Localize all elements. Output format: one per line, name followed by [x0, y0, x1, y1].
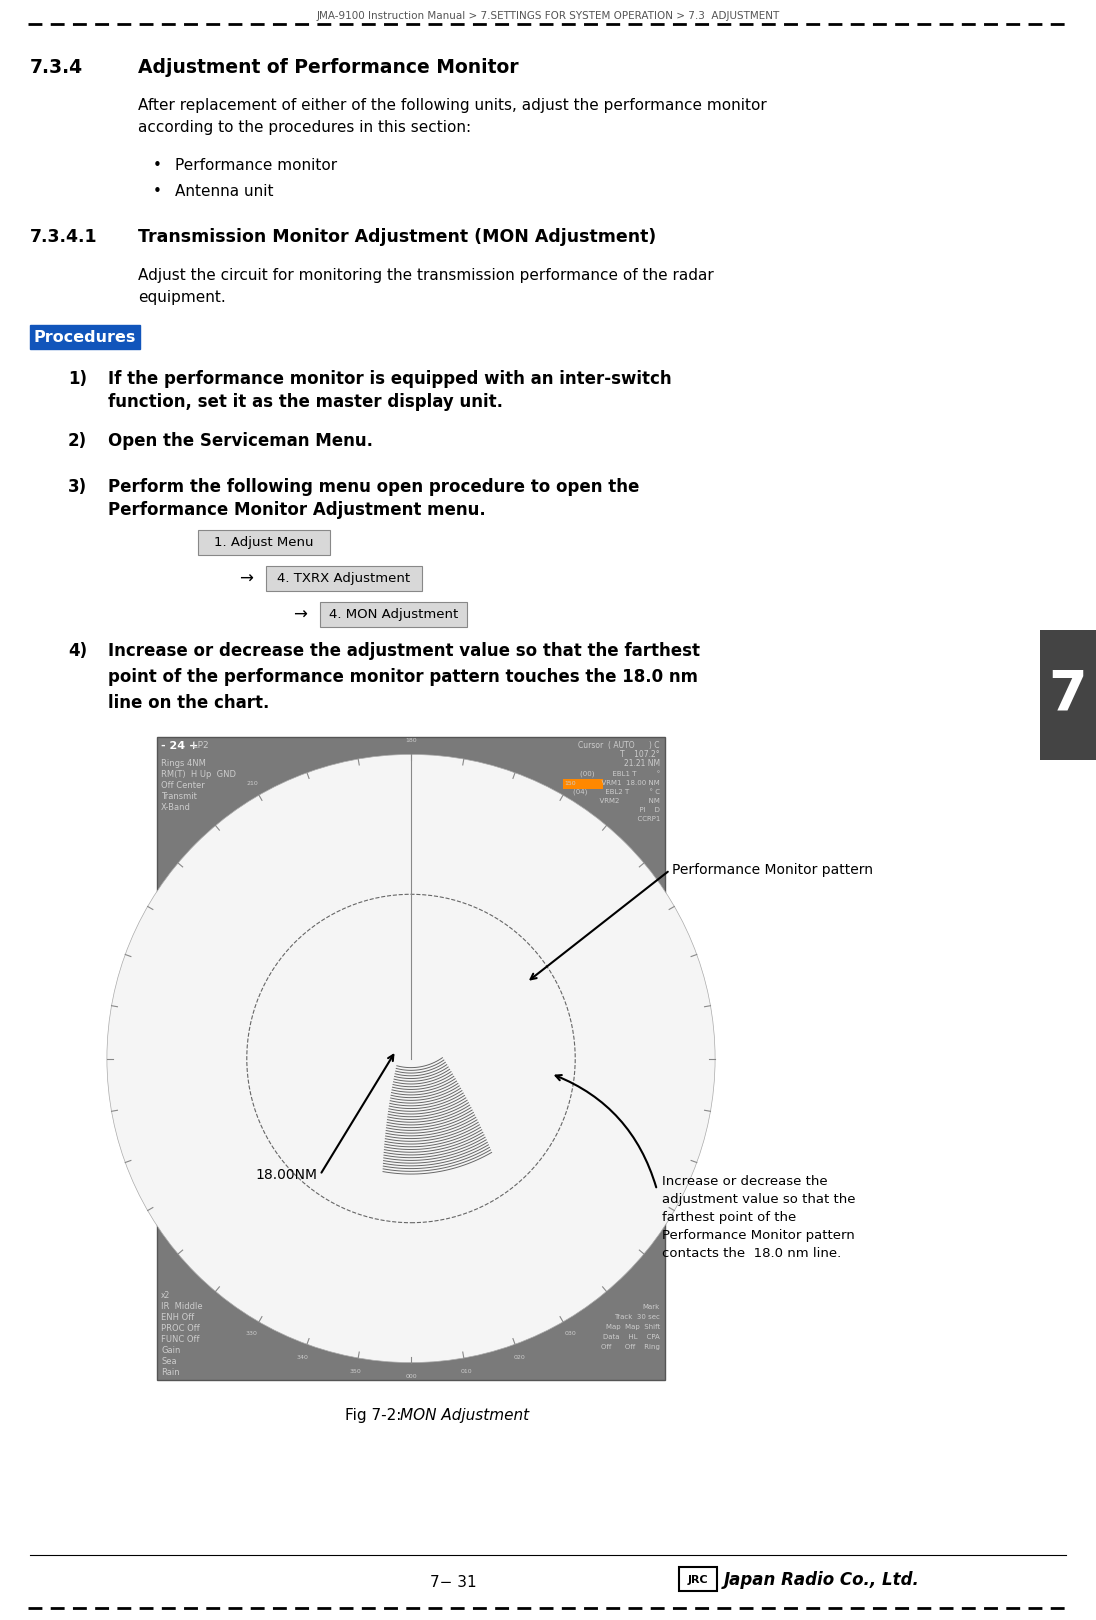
Text: 4. TXRX Adjustment: 4. TXRX Adjustment	[277, 572, 411, 585]
Text: PI    D: PI D	[608, 807, 660, 813]
Text: 150: 150	[564, 781, 575, 786]
Text: according to the procedures in this section:: according to the procedures in this sect…	[138, 120, 471, 134]
Text: Increase or decrease the: Increase or decrease the	[662, 1174, 827, 1187]
Text: Increase or decrease the adjustment value so that the farthest: Increase or decrease the adjustment valu…	[109, 642, 700, 659]
Text: →: →	[293, 606, 307, 624]
Text: Fig 7-2:: Fig 7-2:	[345, 1408, 407, 1422]
Text: Sea: Sea	[161, 1358, 176, 1366]
Text: 3): 3)	[68, 478, 87, 496]
Text: 330: 330	[246, 1332, 258, 1336]
Text: 7− 31: 7− 31	[430, 1575, 477, 1589]
Text: point of the performance monitor pattern touches the 18.0 nm: point of the performance monitor pattern…	[109, 667, 698, 685]
FancyBboxPatch shape	[563, 779, 603, 789]
Text: Open the Serviceman Menu.: Open the Serviceman Menu.	[109, 433, 373, 450]
Text: Performance Monitor Adjustment menu.: Performance Monitor Adjustment menu.	[109, 501, 486, 518]
Text: Procedures: Procedures	[34, 330, 136, 345]
Text: 7.3.4: 7.3.4	[30, 58, 83, 78]
Text: Adjust the circuit for monitoring the transmission performance of the radar: Adjust the circuit for monitoring the tr…	[138, 267, 713, 284]
Text: FUNC Off: FUNC Off	[161, 1335, 199, 1345]
Text: Map  Map  Shift: Map Map Shift	[606, 1324, 660, 1330]
Text: JMA-9100 Instruction Manual > 7.SETTINGS FOR SYSTEM OPERATION > 7.3  ADJUSTMENT: JMA-9100 Instruction Manual > 7.SETTINGS…	[317, 11, 779, 21]
Text: Rings 4NM: Rings 4NM	[161, 760, 206, 768]
Text: 7.3.4.1: 7.3.4.1	[30, 228, 98, 246]
Text: PROC Off: PROC Off	[161, 1324, 199, 1333]
Text: (00)        EBL1 T         °: (00) EBL1 T °	[580, 771, 660, 778]
Text: Off      Off    Ring: Off Off Ring	[601, 1345, 660, 1349]
Text: Perform the following menu open procedure to open the: Perform the following menu open procedur…	[109, 478, 639, 496]
Text: - 24 +: - 24 +	[161, 740, 198, 752]
Text: T    107.2°: T 107.2°	[620, 750, 660, 760]
Text: CCRP1: CCRP1	[606, 816, 660, 821]
Text: line on the chart.: line on the chart.	[109, 693, 270, 713]
Text: 7: 7	[1049, 667, 1087, 723]
Text: LP2: LP2	[161, 740, 208, 750]
FancyBboxPatch shape	[1040, 630, 1096, 760]
Text: adjustment value so that the: adjustment value so that the	[662, 1192, 856, 1205]
FancyBboxPatch shape	[680, 1567, 717, 1591]
Text: •: •	[153, 159, 162, 173]
Text: 18.00NM: 18.00NM	[255, 1168, 317, 1183]
Text: ENH Off: ENH Off	[161, 1312, 194, 1322]
Text: Gain: Gain	[161, 1346, 181, 1354]
Text: →: →	[239, 570, 253, 588]
Text: 010: 010	[460, 1369, 472, 1374]
Text: Mark: Mark	[642, 1304, 660, 1311]
Text: Performance Monitor pattern: Performance Monitor pattern	[672, 863, 874, 876]
Text: farthest point of the: farthest point of the	[662, 1212, 797, 1225]
FancyBboxPatch shape	[157, 737, 665, 1380]
Text: Transmission Monitor Adjustment (MON Adjustment): Transmission Monitor Adjustment (MON Adj…	[138, 228, 657, 246]
Text: RM(T)  H Up  GND: RM(T) H Up GND	[161, 770, 236, 779]
Text: Transmit: Transmit	[161, 792, 197, 800]
Text: Japan Radio Co., Ltd.: Japan Radio Co., Ltd.	[724, 1571, 920, 1589]
Text: VRM1  18.00 NM: VRM1 18.00 NM	[570, 779, 660, 786]
Text: function, set it as the master display unit.: function, set it as the master display u…	[109, 394, 503, 411]
Circle shape	[107, 755, 715, 1362]
Text: If the performance monitor is equipped with an inter-switch: If the performance monitor is equipped w…	[109, 369, 672, 389]
Text: 2): 2)	[68, 433, 87, 450]
Text: Track  30 sec: Track 30 sec	[614, 1314, 660, 1320]
Text: 1): 1)	[68, 369, 87, 389]
Text: Rain: Rain	[161, 1367, 180, 1377]
Text: 4): 4)	[68, 642, 87, 659]
Text: 1. Adjust Menu: 1. Adjust Menu	[214, 536, 313, 549]
Text: 350: 350	[350, 1369, 362, 1374]
Text: Adjustment of Performance Monitor: Adjustment of Performance Monitor	[138, 58, 518, 78]
Text: equipment.: equipment.	[138, 290, 226, 305]
Text: (04)        EBL2 T         ° C: (04) EBL2 T ° C	[573, 789, 660, 795]
FancyBboxPatch shape	[198, 530, 330, 556]
Text: X-Band: X-Band	[161, 804, 191, 812]
Text: 020: 020	[514, 1354, 526, 1359]
FancyBboxPatch shape	[320, 603, 467, 627]
Text: MON Adjustment: MON Adjustment	[400, 1408, 529, 1422]
Text: 030: 030	[564, 1332, 575, 1336]
FancyBboxPatch shape	[266, 565, 422, 591]
Text: Off Center: Off Center	[161, 781, 205, 791]
Text: VRM2             NM: VRM2 NM	[568, 799, 660, 804]
Text: IR  Middle: IR Middle	[161, 1302, 203, 1311]
Text: JRC: JRC	[687, 1575, 708, 1584]
Text: contacts the  18.0 nm line.: contacts the 18.0 nm line.	[662, 1247, 842, 1260]
Text: 000: 000	[406, 1374, 416, 1379]
Text: 180: 180	[406, 737, 416, 744]
Text: Performance Monitor pattern: Performance Monitor pattern	[662, 1230, 855, 1243]
Text: Cursor  ( AUTO      ) C: Cursor ( AUTO ) C	[579, 740, 660, 750]
Text: 4. MON Adjustment: 4. MON Adjustment	[329, 608, 458, 620]
FancyBboxPatch shape	[30, 326, 140, 348]
Text: •: •	[153, 185, 162, 199]
Text: 21.21 NM: 21.21 NM	[624, 760, 660, 768]
Text: Antenna unit: Antenna unit	[175, 185, 274, 199]
Text: 210: 210	[247, 781, 258, 786]
Text: After replacement of either of the following units, adjust the performance monit: After replacement of either of the follo…	[138, 97, 767, 113]
Text: 340: 340	[296, 1354, 308, 1359]
Text: x2: x2	[161, 1291, 170, 1299]
Text: Data    HL    CPA: Data HL CPA	[603, 1333, 660, 1340]
Text: Performance monitor: Performance monitor	[175, 159, 338, 173]
